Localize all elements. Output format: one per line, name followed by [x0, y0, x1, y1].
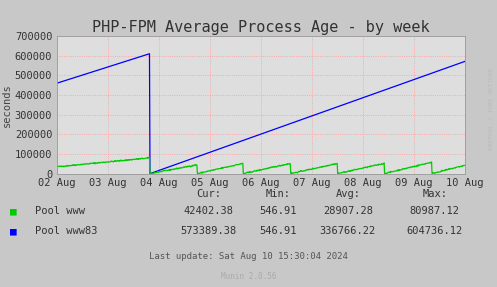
Text: Avg:: Avg: [335, 189, 360, 199]
Text: 604736.12: 604736.12 [407, 226, 463, 236]
Text: RRDTOOL / TOBI OETIKER: RRDTOOL / TOBI OETIKER [489, 68, 494, 150]
Y-axis label: seconds: seconds [2, 83, 12, 127]
Text: 573389.38: 573389.38 [180, 226, 237, 236]
Text: 546.91: 546.91 [259, 226, 297, 236]
Text: Cur:: Cur: [196, 189, 221, 199]
Text: Last update: Sat Aug 10 15:30:04 2024: Last update: Sat Aug 10 15:30:04 2024 [149, 252, 348, 261]
Text: ■: ■ [10, 226, 17, 236]
Text: 80987.12: 80987.12 [410, 206, 460, 216]
Text: Pool www: Pool www [35, 206, 85, 216]
Text: Munin 2.0.56: Munin 2.0.56 [221, 272, 276, 282]
Title: PHP-FPM Average Process Age - by week: PHP-FPM Average Process Age - by week [92, 20, 430, 35]
Text: Min:: Min: [266, 189, 291, 199]
Text: 546.91: 546.91 [259, 206, 297, 216]
Text: ■: ■ [10, 206, 17, 216]
Text: Pool www83: Pool www83 [35, 226, 97, 236]
Text: 42402.38: 42402.38 [184, 206, 234, 216]
Text: 336766.22: 336766.22 [320, 226, 376, 236]
Text: Max:: Max: [422, 189, 447, 199]
Text: 28907.28: 28907.28 [323, 206, 373, 216]
